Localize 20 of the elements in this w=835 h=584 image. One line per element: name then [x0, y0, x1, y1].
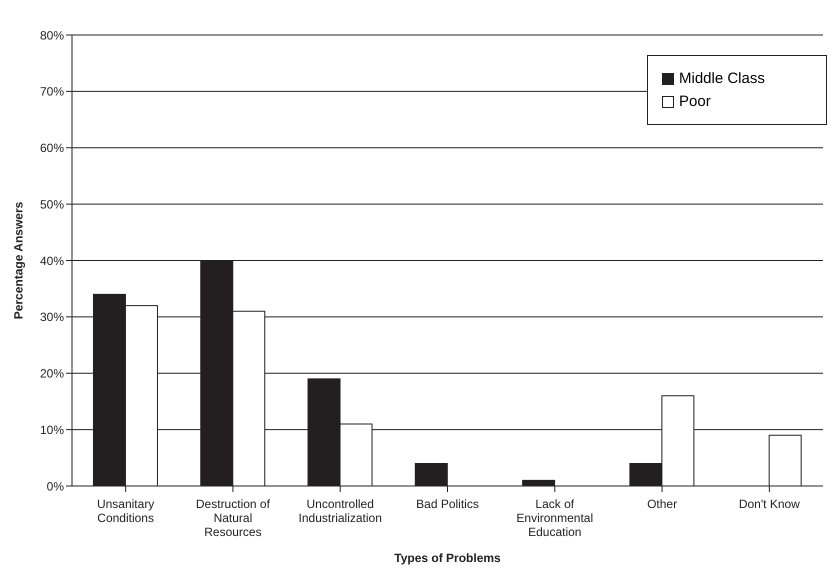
x-tick-label: Lack of Environmental Education: [516, 497, 594, 539]
legend-label: Middle Class: [679, 70, 765, 87]
y-tick-label: 30%: [40, 310, 64, 324]
x-axis-title: Types of Problems: [394, 551, 502, 565]
y-tick-label: 20%: [40, 366, 64, 381]
x-tick-label: Uncontrolled Industrialization: [298, 497, 382, 525]
y-tick-label: 60%: [40, 141, 64, 156]
y-tick-label: 50%: [40, 197, 64, 212]
x-tick-label: Don't Know: [738, 497, 800, 511]
x-tick-label: Bad Politics: [416, 497, 479, 511]
x-tick-label: Destruction of Natural Resources: [196, 497, 271, 539]
y-tick-label: 0%: [46, 479, 64, 494]
x-tick-label: Unsanitary Conditions: [96, 497, 154, 525]
y-tick-label: 80%: [40, 28, 64, 42]
y-tick-label: 70%: [40, 84, 64, 99]
legend-label: Poor: [679, 93, 711, 110]
x-tick-label: Other: [647, 497, 678, 511]
y-tick-label: 40%: [40, 254, 64, 268]
y-tick-label: 10%: [40, 422, 64, 437]
y-axis-title: Percentage Answers: [11, 201, 26, 320]
